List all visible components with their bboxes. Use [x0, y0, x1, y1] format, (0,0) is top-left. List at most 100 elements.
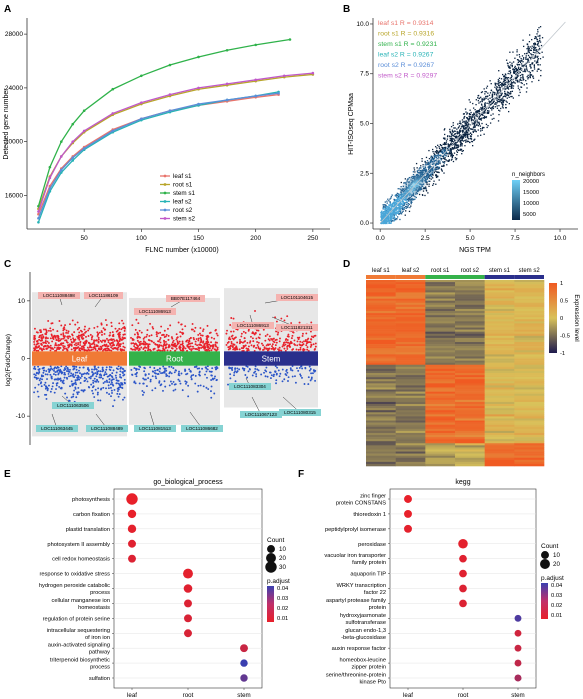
panel-b-point — [464, 121, 466, 123]
panel-b-point — [429, 166, 432, 168]
panel-c-up-point — [76, 328, 79, 331]
panel-c-up-point — [245, 347, 248, 350]
panel-b-point — [467, 124, 469, 126]
panel-c-up-point — [227, 346, 230, 349]
panel-c-up-point — [132, 342, 135, 345]
panel-c-up-point — [88, 342, 91, 345]
panel-d-heat-cell — [455, 308, 485, 312]
panel-c-down-point — [189, 370, 192, 373]
panel-c-down-point — [119, 373, 122, 376]
panel-c-down-point — [151, 370, 154, 373]
panel-b-point — [481, 106, 484, 109]
panel-b-point — [449, 152, 452, 155]
panel-b-point — [529, 73, 531, 75]
panel-d-heat-cell — [395, 284, 426, 287]
panel-b-point — [450, 150, 452, 152]
panel-c-up-point — [257, 336, 260, 339]
panel-b-point — [505, 74, 507, 76]
panel-b-point — [384, 208, 386, 211]
panel-c-up-point — [299, 340, 302, 343]
panel-d-heat-cell — [514, 321, 545, 324]
panel-d-heat-cell — [484, 306, 515, 310]
panel-c-down-point — [71, 374, 74, 377]
panel-c-up-point — [87, 329, 90, 332]
panel-b-point — [536, 49, 538, 51]
panel-b-point — [501, 103, 503, 105]
panel-b-point — [393, 213, 395, 215]
panel-b-point — [386, 222, 388, 225]
panel-c-down-point — [297, 369, 300, 372]
panel-b-point — [522, 61, 524, 63]
panel-c-up-point — [81, 337, 84, 340]
panel-a-point — [168, 93, 172, 96]
panel-b-point — [408, 203, 410, 206]
panel-c-down-point — [178, 374, 181, 377]
panel-b-point — [382, 215, 384, 217]
panel-d-heat-cell — [514, 308, 545, 312]
panel-b-point — [456, 137, 458, 139]
panel-c-up-point — [138, 348, 141, 351]
panel-c-up-point — [306, 346, 309, 349]
panel-b-point — [464, 139, 466, 142]
panel-c-down-point — [165, 373, 168, 376]
panel-b-point — [435, 176, 438, 179]
panel-b-point — [472, 119, 474, 121]
panel-d-heat-cell — [366, 286, 396, 289]
panel-d-heat-cell — [395, 350, 426, 353]
panel-c-up-point — [96, 344, 99, 347]
panel-a-legend-swatch-point — [163, 208, 167, 212]
panel-b-point — [454, 127, 456, 129]
panel-b-point — [453, 152, 456, 154]
panel-c-down-point — [78, 366, 81, 369]
panel-b-point — [403, 202, 406, 204]
panel-c-down-point — [113, 388, 116, 391]
panel-c-down-point — [43, 383, 46, 386]
panel-d-heat-cell — [484, 370, 515, 374]
panel-c-down-point — [117, 365, 120, 368]
panel-b-point — [394, 217, 396, 219]
panel-c-up-point — [196, 344, 199, 347]
panel-b-point — [441, 170, 443, 172]
panel-a-series-line — [37, 93, 279, 215]
panel-b-point — [515, 69, 518, 72]
panel-d-heat-cell — [514, 296, 545, 299]
panel-d-heat-cell — [395, 315, 426, 318]
panel-b-point — [383, 220, 385, 222]
panel-b-point — [390, 221, 392, 223]
panel-b-point — [445, 141, 447, 144]
panel-b-point — [454, 130, 456, 132]
panel-b-point — [536, 40, 538, 43]
panel-c-down-point — [190, 378, 193, 381]
panel-b-point — [523, 65, 525, 67]
panel-d-heat-cell — [455, 342, 485, 345]
panel-c-down-point — [130, 368, 133, 371]
panel-c-up-point — [225, 343, 228, 346]
panel-c-up-point — [310, 335, 313, 338]
panel-b-point — [499, 98, 501, 101]
panel-c-up-point — [305, 342, 308, 345]
panel-c-down-point — [74, 381, 77, 384]
panel-b-point — [399, 210, 401, 213]
panel-d-heat-cell — [484, 329, 515, 332]
panel-c-down-point — [314, 379, 317, 382]
panel-b-point — [388, 213, 391, 215]
panel-c-up-point — [144, 349, 147, 352]
panel-c-up-point — [305, 344, 308, 347]
panel-c-down-point — [294, 375, 296, 378]
panel-a-point — [225, 48, 229, 52]
panel-c-down-point — [156, 373, 159, 376]
panel-c-down-point — [287, 380, 289, 382]
panel-b-point — [513, 81, 515, 84]
panel-a-point — [82, 109, 86, 113]
panel-b-point — [388, 222, 390, 224]
panel-c-up-point — [162, 348, 165, 351]
panel-c-up-point — [152, 327, 155, 330]
panel-b-point — [461, 137, 463, 139]
panel-b-point — [501, 99, 503, 102]
panel-d-heat-cell — [425, 284, 456, 287]
panel-d-heat-cell — [425, 333, 456, 337]
panel-c-up-point — [187, 346, 190, 349]
panel-b-point — [435, 164, 437, 166]
panel-b-point — [433, 162, 435, 164]
panel-b-point — [395, 204, 397, 206]
